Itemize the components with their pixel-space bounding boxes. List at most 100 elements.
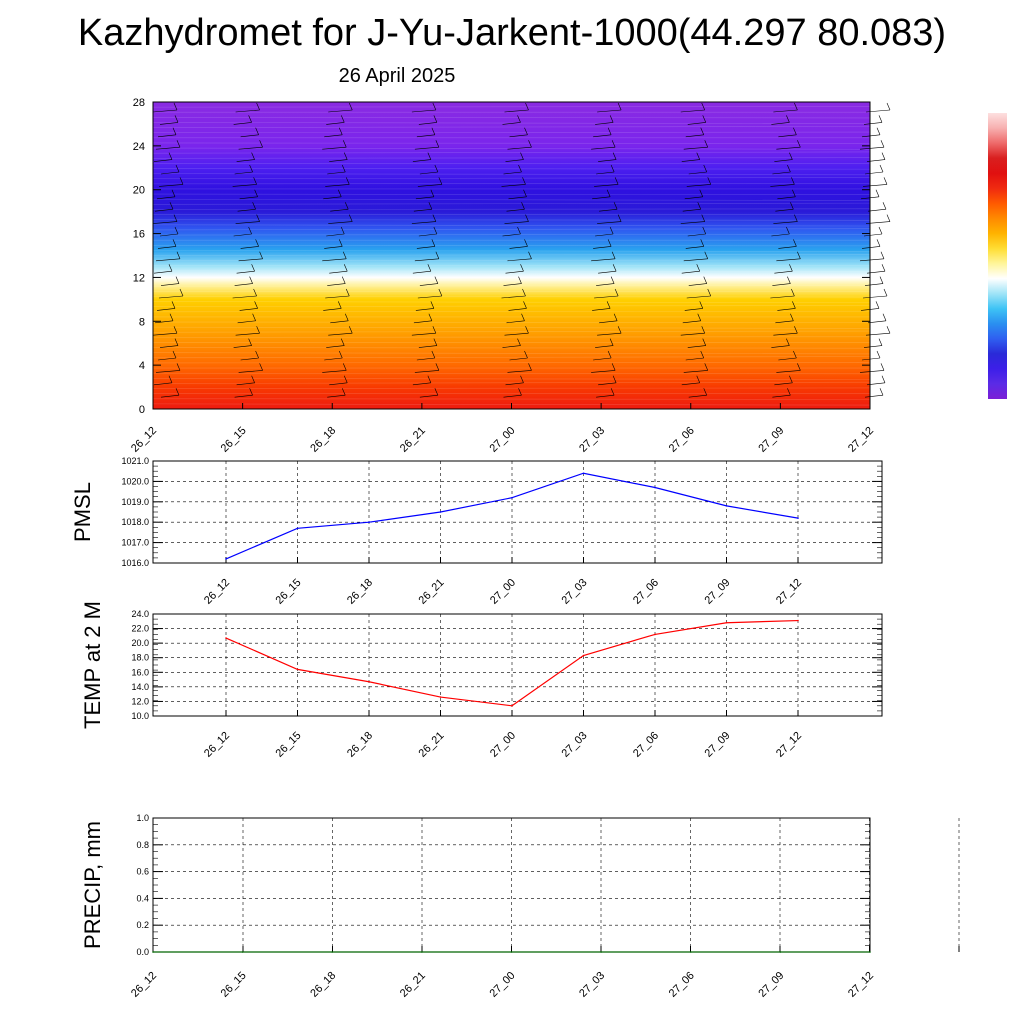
wind-barb-flag xyxy=(882,313,887,321)
wind-barb xyxy=(156,196,176,200)
wind-barb-flag xyxy=(793,350,797,359)
contour-line xyxy=(152,362,871,364)
wind-barb-flag xyxy=(524,127,528,135)
contour-line xyxy=(152,381,871,384)
y-axis-label: TEMP at 2 M xyxy=(80,601,105,729)
wind-barb-column xyxy=(152,102,184,398)
wind-barb-flag xyxy=(344,202,349,210)
wind-barb xyxy=(591,370,616,373)
data-point xyxy=(779,951,782,953)
y-tick-label: 12 xyxy=(133,272,145,284)
wind-barb-flag xyxy=(173,102,178,111)
contour-line xyxy=(152,106,871,108)
data-point xyxy=(869,951,871,953)
wind-barb xyxy=(238,258,263,262)
wind-barb xyxy=(233,345,252,348)
wind-barb-flag xyxy=(702,226,707,235)
wind-barb xyxy=(598,159,617,162)
data-point xyxy=(439,511,442,513)
contour-line xyxy=(152,296,871,298)
wind-barb-flag xyxy=(611,251,616,259)
wind-barb xyxy=(686,295,711,299)
wind-barb xyxy=(680,221,705,224)
wind-barb xyxy=(234,171,253,175)
wind-barb xyxy=(329,382,348,386)
wind-barb xyxy=(419,283,438,286)
x-tick-label: 27_06 xyxy=(631,577,661,607)
x-tick-label: 27_03 xyxy=(560,577,590,607)
wind-barb-flag xyxy=(791,288,795,297)
wind-barb xyxy=(502,345,521,348)
wind-barb xyxy=(234,283,253,286)
data-point xyxy=(654,486,656,489)
wind-barb-flag xyxy=(174,115,179,123)
wind-barb xyxy=(330,208,349,212)
wind-barb-flag xyxy=(617,214,622,222)
contour-line xyxy=(152,142,871,144)
y-tick-label: 24.0 xyxy=(131,609,149,619)
wind-barb xyxy=(414,146,439,150)
wind-barb xyxy=(324,246,343,249)
wind-barb-flag xyxy=(179,288,184,297)
wind-barb xyxy=(859,258,885,262)
wind-barb-flag xyxy=(879,164,884,173)
wind-barb-flag xyxy=(700,239,705,247)
wind-barb-flag xyxy=(704,251,709,259)
wind-barb-flag xyxy=(606,301,611,309)
wind-barb xyxy=(504,109,529,113)
data-point xyxy=(582,472,585,475)
wind-barb-flag xyxy=(175,388,180,396)
wind-barb xyxy=(329,159,348,162)
wind-barb-flag xyxy=(610,388,615,396)
wind-barb xyxy=(867,208,887,212)
wind-barb xyxy=(770,295,795,299)
wind-barb-flag xyxy=(430,301,435,309)
data-point xyxy=(725,621,728,624)
wind-barb-flag xyxy=(251,264,255,272)
wind-barb-flag xyxy=(175,276,180,284)
wind-barb-flag xyxy=(606,189,611,197)
data-point xyxy=(368,680,370,683)
wind-barb-flag xyxy=(255,127,259,135)
wind-barb-flag xyxy=(886,326,891,334)
wind-barb-flag xyxy=(794,102,798,111)
contour-line xyxy=(152,202,871,205)
wind-barb-flag xyxy=(435,363,440,371)
contour-line xyxy=(152,285,871,287)
x-tick-label: 27_06 xyxy=(667,970,697,1000)
wind-barb xyxy=(157,246,177,249)
wind-barb xyxy=(235,221,260,224)
wind-barb-flag xyxy=(428,202,433,210)
wind-barb-flag xyxy=(431,239,436,247)
wind-barb xyxy=(598,382,617,386)
wind-barb xyxy=(778,357,797,361)
wind-barb xyxy=(413,208,432,212)
wind-barb xyxy=(155,146,181,150)
wind-barb xyxy=(325,295,350,299)
wind-barb xyxy=(859,370,885,373)
contour-line xyxy=(152,301,871,304)
wind-barb-flag xyxy=(174,226,179,235)
contour-line xyxy=(152,228,871,231)
data-point xyxy=(368,521,370,523)
wind-barb-flag xyxy=(348,102,353,111)
wind-barb-flag xyxy=(342,251,347,259)
data-point xyxy=(725,505,728,507)
y-tick-label: 14.0 xyxy=(131,682,149,692)
wind-barb-flag xyxy=(345,288,350,297)
wind-barb xyxy=(595,233,614,237)
wind-barb-flag xyxy=(702,115,707,123)
wind-barb xyxy=(328,221,353,224)
wind-barb-column xyxy=(501,102,532,398)
data-point xyxy=(152,951,154,953)
wind-barb-flag xyxy=(338,350,343,359)
wind-barb-flag xyxy=(518,388,522,396)
contour-line xyxy=(152,244,871,247)
wind-barb xyxy=(776,258,801,262)
wind-barb-flag xyxy=(427,264,432,272)
wind-barb-flag xyxy=(259,363,263,371)
wind-barb xyxy=(859,146,885,150)
wind-barb xyxy=(158,295,184,299)
wind-barb-flag xyxy=(787,164,791,173)
